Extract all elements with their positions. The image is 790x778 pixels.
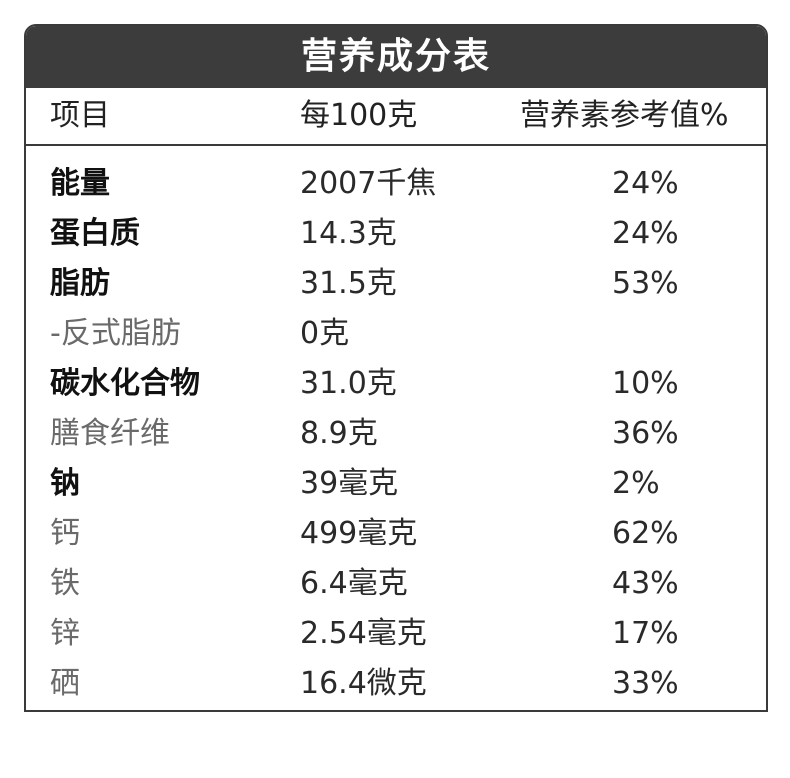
nutrient-amount: 8.9克: [300, 416, 378, 451]
nutrient-amount: 39毫克: [300, 466, 399, 501]
nutrient-nrv: 53%: [612, 266, 679, 301]
nutrient-name: 脂肪: [50, 266, 110, 301]
nutrient-amount: 31.0克: [300, 366, 397, 401]
nutrient-name: 硒: [50, 666, 80, 701]
nutrient-amount: 16.4微克: [300, 666, 427, 701]
table-row: 钙 499毫克 62%: [26, 509, 766, 559]
nutrient-name: 钙: [50, 516, 80, 551]
nutrient-name: 能量: [50, 166, 110, 201]
table-body: 能量 2007千焦 24% 蛋白质 14.3克 24% 脂肪 31.5克 53%…: [26, 159, 766, 709]
nutrient-nrv: 17%: [612, 616, 679, 651]
nutrient-nrv: 43%: [612, 566, 679, 601]
nutrient-amount: 2.54毫克: [300, 616, 427, 651]
table-row: 脂肪 31.5克 53%: [26, 259, 766, 309]
nutrition-facts-table: 营养成分表 项目 每100克 营养素参考值% 能量 2007千焦 24% 蛋白质…: [24, 24, 768, 712]
table-row: 蛋白质 14.3克 24%: [26, 209, 766, 259]
header-nrv: 营养素参考值%: [520, 98, 729, 133]
nutrient-name: 蛋白质: [50, 216, 140, 251]
nutrient-name: 锌: [50, 616, 80, 651]
nutrient-nrv: 10%: [612, 366, 679, 401]
nutrient-amount: 31.5克: [300, 266, 397, 301]
header-per-100g: 每100克: [300, 98, 418, 133]
table-row: -反式脂肪 0克: [26, 309, 766, 359]
table-row: 碳水化合物 31.0克 10%: [26, 359, 766, 409]
nutrient-name: 钠: [50, 466, 80, 501]
table-row: 能量 2007千焦 24%: [26, 159, 766, 209]
table-title: 营养成分表: [26, 26, 766, 88]
nutrient-nrv: 36%: [612, 416, 679, 451]
nutrient-nrv: 24%: [612, 216, 679, 251]
nutrient-nrv: 33%: [612, 666, 679, 701]
nutrient-amount: 499毫克: [300, 516, 418, 551]
nutrient-nrv: 24%: [612, 166, 679, 201]
nutrient-amount: 0克: [300, 316, 350, 351]
nutrient-name: -反式脂肪: [50, 316, 181, 351]
nutrient-amount: 6.4毫克: [300, 566, 408, 601]
table-row: 锌 2.54毫克 17%: [26, 609, 766, 659]
header-item: 项目: [50, 98, 110, 133]
table-header-row: 项目 每100克 营养素参考值%: [26, 88, 766, 146]
nutrient-name: 铁: [50, 566, 80, 601]
table-row: 膳食纤维 8.9克 36%: [26, 409, 766, 459]
nutrient-amount: 2007千焦: [300, 166, 437, 201]
nutrient-nrv: 2%: [612, 466, 660, 501]
nutrient-name: 碳水化合物: [50, 366, 200, 401]
nutrient-name: 膳食纤维: [50, 416, 170, 451]
nutrient-nrv: 62%: [612, 516, 679, 551]
table-row: 硒 16.4微克 33%: [26, 659, 766, 709]
table-row: 钠 39毫克 2%: [26, 459, 766, 509]
table-row: 铁 6.4毫克 43%: [26, 559, 766, 609]
nutrient-amount: 14.3克: [300, 216, 397, 251]
